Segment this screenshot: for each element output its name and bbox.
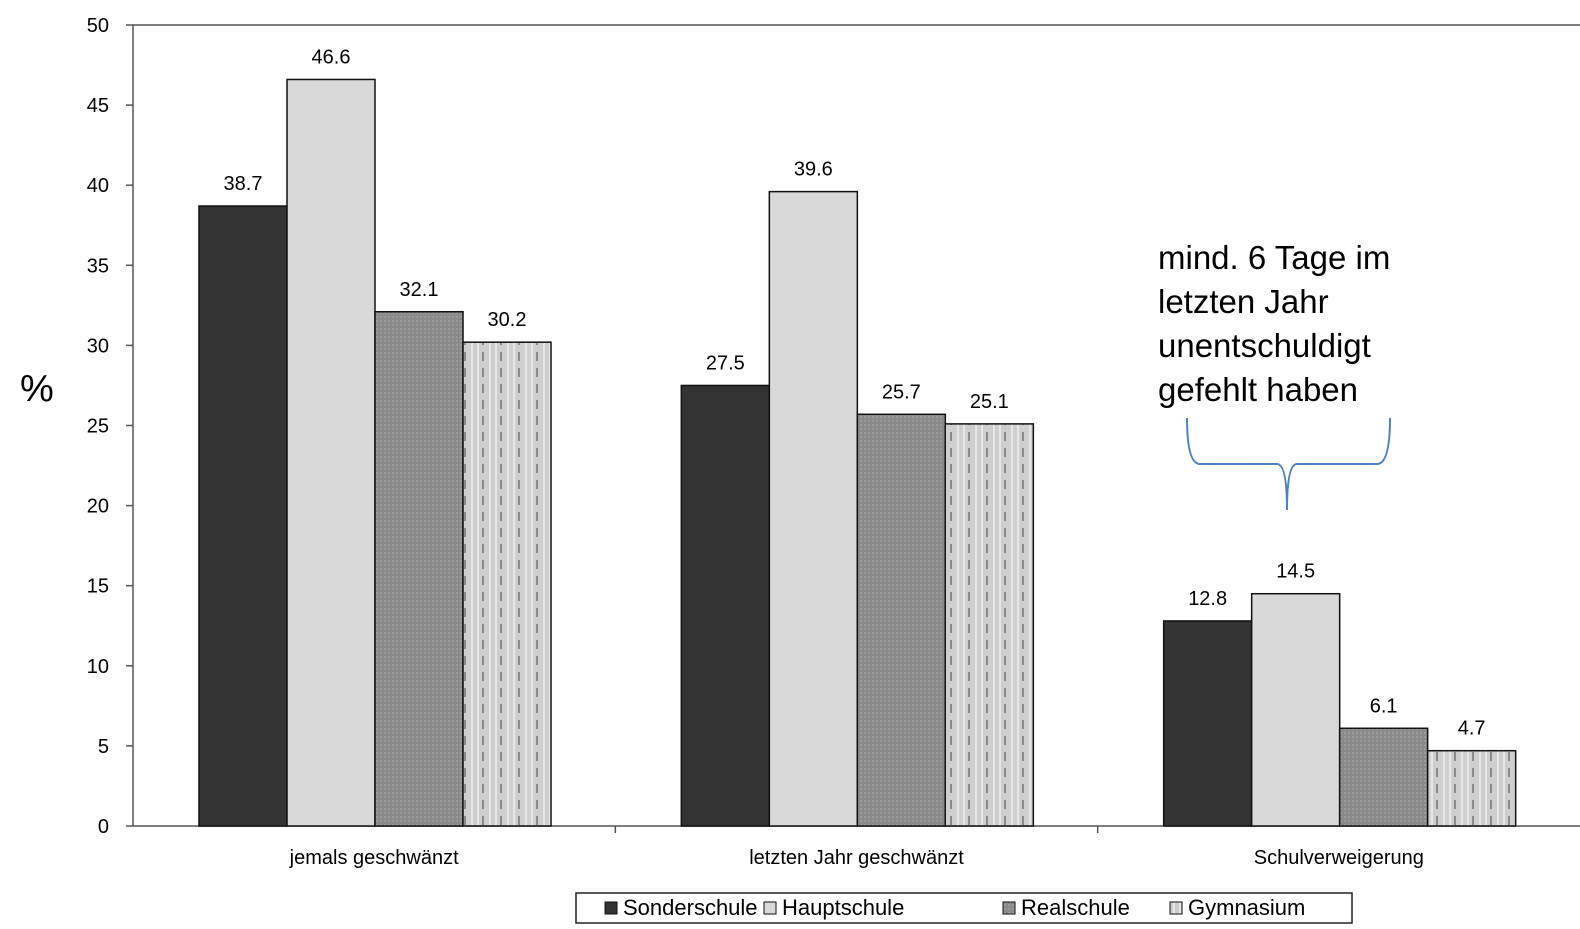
legend-swatch-hauptschule bbox=[763, 901, 777, 915]
bar-sonderschule-3 bbox=[1162, 620, 1253, 827]
bars bbox=[198, 78, 1517, 827]
bar-realschule-2 bbox=[856, 413, 947, 827]
legend-label-hauptschule: Hauptschule bbox=[782, 895, 904, 920]
y-tick-label: 15 bbox=[87, 576, 109, 598]
bar-sonderschule-1 bbox=[198, 205, 288, 827]
y-tick-label: 5 bbox=[98, 736, 109, 758]
x-tick-label: jemals geschwänzt bbox=[289, 847, 459, 869]
data-label: 25.1 bbox=[970, 391, 1009, 413]
annotation-text: mind. 6 Tage im letzten Jahr unentschuld… bbox=[1158, 239, 1391, 408]
bar-gymnasium-3 bbox=[1426, 749, 1517, 827]
data-label: 6.1 bbox=[1370, 695, 1398, 717]
data-label: 38.7 bbox=[224, 173, 263, 195]
data-label: 46.6 bbox=[312, 46, 351, 68]
data-label: 12.8 bbox=[1188, 588, 1227, 610]
y-tick-label: 30 bbox=[87, 335, 109, 357]
bar-hauptschule-1 bbox=[286, 78, 376, 827]
annotation-brace bbox=[1186, 417, 1391, 511]
bar-hauptschule-3 bbox=[1250, 592, 1341, 827]
data-label: 30.2 bbox=[488, 309, 527, 331]
y-tick-label: 10 bbox=[87, 656, 109, 678]
y-tick-label: 45 bbox=[87, 95, 109, 117]
legend-label-sonderschule: Sonderschule bbox=[623, 895, 758, 920]
legend: Sonderschule Hauptschule Realschule Gymnasi… bbox=[575, 892, 1353, 924]
legend-label-gymnasium: Gymnasium bbox=[1188, 895, 1305, 920]
y-tick-label: 35 bbox=[87, 255, 109, 277]
bar-realschule-3 bbox=[1338, 727, 1429, 827]
bar-gymnasium-1 bbox=[462, 341, 552, 827]
data-label: 27.5 bbox=[706, 352, 745, 374]
data-label: 32.1 bbox=[400, 279, 439, 301]
y-tick-label: 40 bbox=[87, 175, 109, 197]
x-tick-label: Schulverweigerung bbox=[1254, 847, 1424, 869]
y-tick-label: 25 bbox=[87, 416, 109, 438]
data-label: 25.7 bbox=[882, 381, 921, 403]
x-tick-label: letzten Jahr geschwänzt bbox=[749, 847, 964, 869]
legend-swatch-realschule bbox=[1002, 901, 1016, 915]
legend-swatch-sonderschule bbox=[604, 901, 618, 915]
bar-realschule-1 bbox=[374, 311, 464, 827]
bar-gymnasium-2 bbox=[944, 423, 1035, 827]
legend-box bbox=[575, 892, 1353, 924]
data-label: 39.6 bbox=[794, 159, 833, 181]
bar-sonderschule-2 bbox=[680, 384, 771, 827]
data-labels: 38.7 46.6 32.1 30.2 27.5 39.6 25.7 25.1 12.8 14.5… bbox=[224, 46, 1486, 739]
data-label: 4.7 bbox=[1458, 718, 1486, 740]
legend-swatch-gymnasium bbox=[1169, 901, 1183, 915]
data-label: 14.5 bbox=[1276, 561, 1315, 583]
bar-hauptschule-2 bbox=[768, 190, 859, 827]
legend-label-realschule: Realschule bbox=[1021, 895, 1130, 920]
y-axis-label: % bbox=[20, 368, 54, 410]
y-tick-label: 20 bbox=[87, 496, 109, 518]
y-tick-label: 50 bbox=[87, 15, 109, 37]
y-tick-label: 0 bbox=[98, 816, 109, 838]
